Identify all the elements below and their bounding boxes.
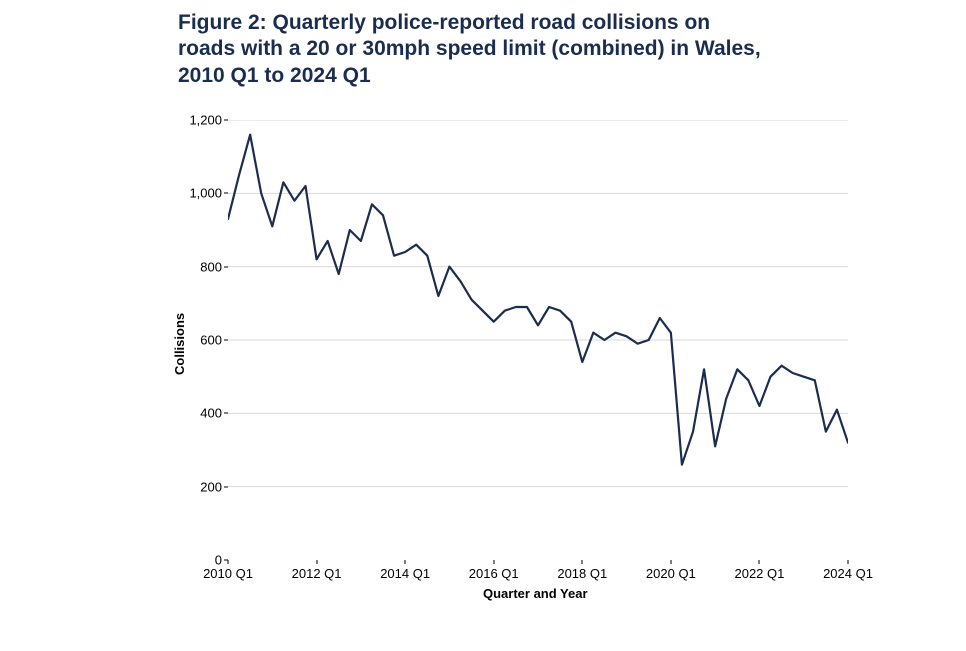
- x-tick-mark: [670, 560, 671, 564]
- y-tick-mark: [224, 193, 228, 194]
- y-tick-label: 800: [200, 259, 222, 274]
- y-axis-label: Collisions: [172, 313, 187, 375]
- y-tick-label: 200: [200, 479, 222, 494]
- y-tick-mark: [224, 486, 228, 487]
- y-tick-mark: [224, 266, 228, 267]
- x-tick-label: 2010 Q1: [203, 566, 253, 581]
- x-tick-label: 2018 Q1: [557, 566, 607, 581]
- x-tick-mark: [493, 560, 494, 564]
- y-tick-mark: [224, 120, 228, 121]
- x-tick-mark: [582, 560, 583, 564]
- x-tick-label: 2020 Q1: [646, 566, 696, 581]
- y-tick-label: 600: [200, 333, 222, 348]
- y-tick-mark: [224, 340, 228, 341]
- x-tick-mark: [759, 560, 760, 564]
- chart-area: 02004006008001,0001,2002010 Q12012 Q1201…: [150, 120, 848, 610]
- x-tick-label: 2022 Q1: [734, 566, 784, 581]
- x-tick-label: 2024 Q1: [823, 566, 873, 581]
- x-axis-label: Quarter and Year: [483, 586, 588, 601]
- y-tick-mark: [224, 413, 228, 414]
- page: Figure 2: Quarterly police-reported road…: [0, 0, 966, 651]
- x-tick-mark: [228, 560, 229, 564]
- chart-title: Figure 2: Quarterly police-reported road…: [178, 10, 768, 89]
- chart-svg: [228, 120, 848, 560]
- y-tick-label: 1,000: [189, 186, 222, 201]
- y-tick-label: 400: [200, 406, 222, 421]
- x-tick-label: 2016 Q1: [469, 566, 519, 581]
- x-tick-mark: [316, 560, 317, 564]
- x-tick-label: 2012 Q1: [292, 566, 342, 581]
- x-tick-mark: [848, 560, 849, 564]
- x-tick-label: 2014 Q1: [380, 566, 430, 581]
- plot-region: 02004006008001,0001,2002010 Q12012 Q1201…: [228, 120, 848, 560]
- series-line: [228, 135, 848, 465]
- x-tick-mark: [405, 560, 406, 564]
- y-tick-label: 1,200: [189, 113, 222, 128]
